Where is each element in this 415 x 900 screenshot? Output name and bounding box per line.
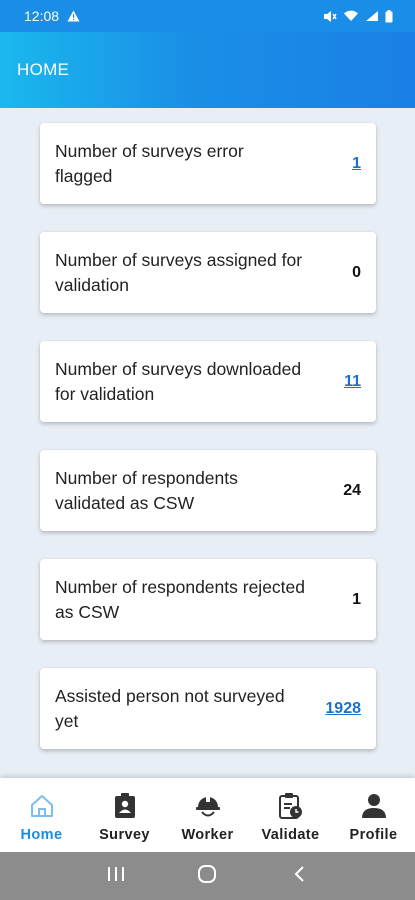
nav-item-worker[interactable]: Worker [168,791,248,843]
recent-apps-button[interactable] [96,856,136,896]
card-label: Number of respondents validated as CSW [55,467,238,513]
dashboard-content: Number of surveys error flagged 1 Number… [0,108,415,778]
alert-icon [67,10,80,22]
card-validated-as-csw[interactable]: Number of respondents validated as CSW 2… [40,450,376,531]
signal-icon [365,10,379,22]
nav-label: Home [20,827,63,843]
nav-label: Survey [99,827,150,843]
page-title: HOME [17,60,70,79]
bottom-nav: Home Survey Worker Validate Profile [0,778,415,852]
card-value-link[interactable]: 11 [344,372,361,390]
nav-item-profile[interactable]: Profile [334,791,414,843]
home-icon [29,791,55,821]
back-button[interactable] [279,856,319,896]
nav-item-validate[interactable]: Validate [251,791,331,843]
clipboard-clock-icon [278,791,303,821]
card-label: Number of surveys downloaded for validat… [55,358,302,404]
card-value-link[interactable]: 1 [352,154,361,172]
nav-label: Worker [181,827,234,843]
card-downloaded-for-validation[interactable]: Number of surveys downloaded for validat… [40,341,376,422]
card-label: Number of surveys error flagged [55,140,244,186]
card-value: 1 [352,590,361,608]
nav-label: Validate [261,827,320,843]
nav-label: Profile [349,827,398,843]
card-label: Number of respondents rejected as CSW [55,576,305,622]
home-system-button[interactable] [187,856,227,896]
status-right [323,9,393,23]
nav-item-survey[interactable]: Survey [85,791,165,843]
card-not-surveyed[interactable]: Assisted person not surveyed yet 1928 [40,668,376,749]
card-value: 0 [352,263,361,281]
wifi-icon [343,10,359,22]
status-left: 12:08 [24,8,80,24]
status-bar: 12:08 [0,0,415,32]
card-error-flagged[interactable]: Number of surveys error flagged 1 [40,123,376,204]
card-value: 24 [343,481,361,499]
android-nav-bar [0,852,415,900]
card-rejected-as-csw[interactable]: Number of respondents rejected as CSW 1 [40,559,376,640]
card-assigned-for-validation[interactable]: Number of surveys assigned for validatio… [40,232,376,313]
hard-hat-icon [195,791,221,821]
card-value-link[interactable]: 1928 [325,699,361,717]
nav-item-home[interactable]: Home [2,791,82,843]
app-header: HOME [0,32,415,108]
status-time: 12:08 [24,8,60,24]
person-icon [361,791,386,821]
recent-apps-icon [107,866,125,887]
battery-icon [385,9,393,23]
clipboard-person-icon [114,791,136,821]
back-chevron-icon [293,865,305,888]
home-circle-icon [197,864,217,889]
card-label: Assisted person not surveyed yet [55,685,285,731]
card-label: Number of surveys assigned for validatio… [55,249,303,295]
mute-icon [323,10,337,23]
